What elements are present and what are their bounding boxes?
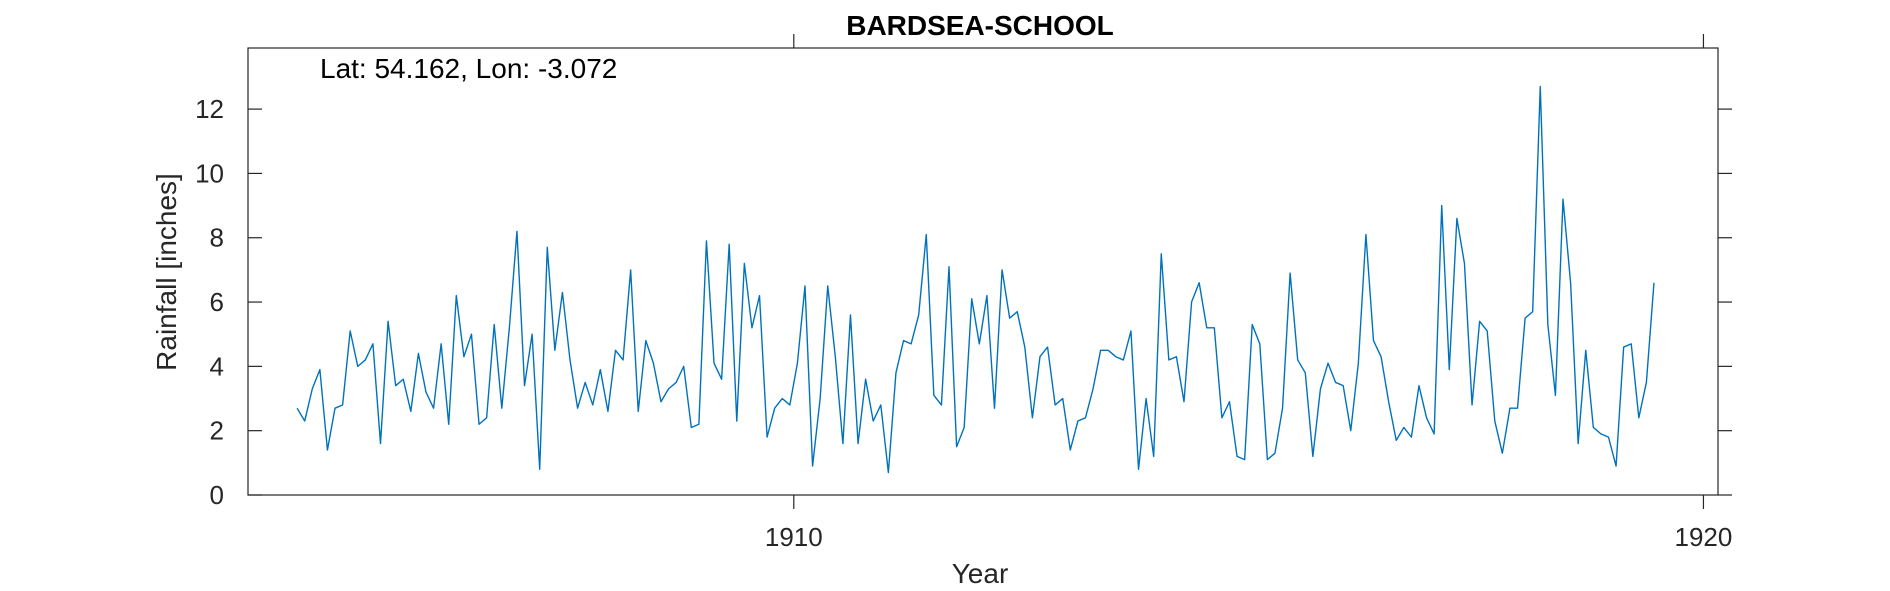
y-tick-label: 12	[195, 94, 224, 124]
chart-title: BARDSEA-SCHOOL	[846, 10, 1114, 41]
y-tick-label: 6	[210, 287, 224, 317]
y-tick-label: 0	[210, 480, 224, 510]
x-axis-ticks: 1910 1920	[765, 34, 1732, 552]
x-tick-label: 1910	[765, 522, 823, 552]
location-annotation: Lat: 54.162, Lon: -3.072	[320, 53, 617, 84]
y-axis-ticks: 0 2 4 6 8 10 12	[195, 94, 1732, 510]
y-tick-label: 8	[210, 223, 224, 253]
x-axis-label: Year	[952, 558, 1009, 589]
y-tick-label: 4	[210, 351, 224, 381]
x-tick-label: 1920	[1675, 522, 1733, 552]
plot-frame	[247, 47, 1719, 496]
y-axis-label: Rainfall [inches]	[151, 173, 182, 371]
rainfall-series-line	[296, 85, 1655, 474]
y-tick-label: 10	[195, 158, 224, 188]
y-tick-label: 2	[210, 416, 224, 446]
